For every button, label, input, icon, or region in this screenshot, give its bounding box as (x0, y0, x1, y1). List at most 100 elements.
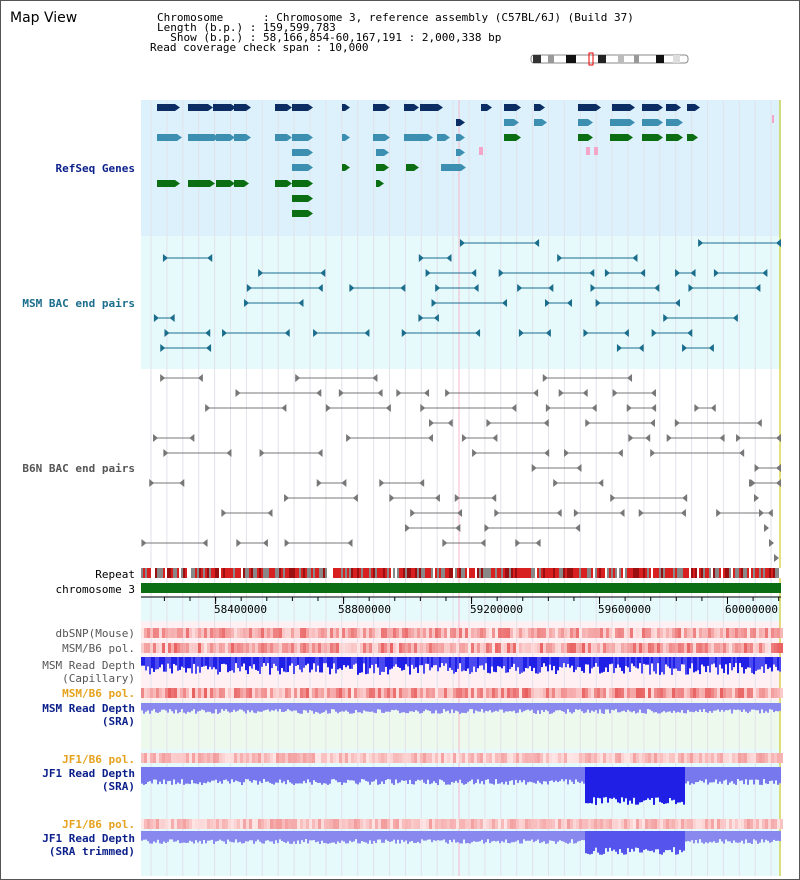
dbsnp-strip-cell (615, 628, 618, 638)
jf1-depth-trimmed-bar (211, 831, 213, 840)
repeat-segment (291, 568, 293, 578)
msm-pol-sra-cell (375, 688, 378, 698)
jf1-pol2-cell (495, 819, 498, 829)
msm-pol-sra-cell (513, 688, 516, 698)
dbsnp-strip-cell (603, 628, 606, 638)
repeat-segment (269, 568, 271, 578)
jf1-pol-cell (258, 753, 261, 763)
dbsnp-strip-cell (525, 628, 528, 638)
dbsnp-strip-cell (276, 628, 279, 638)
msm-pol-capillary-cell (513, 643, 516, 653)
msm-bac-pair-end (471, 269, 477, 277)
msm-pol-capillary-cell (147, 643, 150, 653)
b6n-bac-pair-end (680, 509, 686, 517)
refseq-gene (420, 104, 438, 111)
msm-pol-capillary-cell (462, 643, 465, 653)
b6n-bac-pair-end (454, 494, 460, 502)
msm-depth-capillary-bar (595, 657, 597, 664)
track-label-b6n-bac[interactable]: B6N BAC end pairs (22, 462, 135, 475)
msm-pol-capillary-cell (699, 643, 702, 653)
msm-depth-sra-bar (595, 703, 597, 711)
msm-bac-pair-end (207, 254, 213, 262)
dbsnp-strip-cell (621, 628, 624, 638)
msm-pol-sra-cell (366, 688, 369, 698)
jf1-depth-trimmed-bar (613, 831, 615, 850)
jf1-pol-cell (714, 753, 717, 763)
jf1-pol2-cell (612, 819, 615, 829)
gene-arrow (596, 104, 601, 111)
repeat-segment (743, 568, 745, 578)
msm-depth-sra-bar (659, 703, 661, 714)
jf1-depth-trimmed-bar (637, 831, 639, 849)
track-label-msm-bac[interactable]: MSM BAC end pairs (22, 297, 135, 310)
dbsnp-strip-cell (441, 628, 444, 638)
jf1-pol2-cell (468, 819, 471, 829)
msm-depth-sra-bar (235, 703, 237, 712)
jf1-depth-trimmed-bar (651, 831, 653, 851)
jf1-pol-cell (141, 753, 144, 763)
msm-depth-sra-bar (367, 703, 369, 712)
jf1-pol-cell (231, 753, 234, 763)
jf1-depth-trimmed-bar (681, 831, 683, 853)
msm-pol-capillary-cell (579, 643, 582, 653)
msm-pol-sra-cell (198, 688, 201, 698)
msm-pol-capillary-cell (405, 643, 408, 653)
gene-arrow (460, 119, 465, 126)
jf1-depth-trimmed-bar (389, 831, 391, 843)
jf1-depth-trimmed-bar (645, 831, 647, 850)
b6n-bac-pair-end (617, 449, 623, 457)
repeat-segment (701, 568, 703, 578)
jf1-depth-bar (663, 767, 665, 805)
msm-depth-capillary-bar (167, 657, 169, 664)
jf1-pol-cell (372, 753, 375, 763)
msm-pol-sra-cell (651, 688, 654, 698)
jf1-depth-bar (335, 767, 337, 781)
repeat-segment (343, 568, 345, 578)
msm-pol-capillary-cell (651, 643, 654, 653)
jf1-depth-trimmed-bar (777, 831, 779, 841)
jf1-depth-trimmed-bar (305, 831, 307, 840)
msm-depth-sra-bar (513, 703, 515, 711)
dbsnp-strip-cell (498, 628, 501, 638)
b6n-bac-pair-end (553, 479, 559, 487)
msm-pol-sra-cell (381, 688, 384, 698)
msm-depth-sra-bar (777, 703, 779, 712)
msm-bac-pair-end (433, 314, 439, 322)
jf1-pol-cell (315, 753, 318, 763)
repeat-segment (185, 568, 187, 578)
jf1-depth-bar (425, 767, 427, 784)
jf1-depth-trimmed-bar (431, 831, 433, 843)
msm-depth-capillary-bar (487, 657, 489, 673)
msm-depth-sra-bar (479, 703, 481, 712)
jf1-depth-bar (577, 767, 579, 782)
msm-pol-capillary-cell (759, 643, 762, 653)
msm-depth-sra-bar (269, 703, 271, 712)
jf1-pol2-cell (258, 819, 261, 829)
jf1-depth-bar (393, 767, 395, 785)
msm-pol-sra-cell (537, 688, 540, 698)
msm-pol-sra-cell (321, 688, 324, 698)
dbsnp-strip-cell (558, 628, 561, 638)
msm-bac-pair-end (654, 284, 660, 292)
jf1-pol2-cell (603, 819, 606, 829)
jf1-depth-trimmed-bar (267, 831, 269, 841)
msm-pol-capillary-cell (636, 643, 639, 653)
msm-depth-capillary-bar (449, 657, 451, 668)
jf1-pol2-cell (645, 819, 648, 829)
jf1-pol-cell (771, 753, 774, 763)
dbsnp-strip-cell (306, 628, 309, 638)
msm-depth-sra-bar (413, 703, 415, 712)
repeat-segment (561, 568, 563, 578)
repeat-segment (381, 568, 383, 578)
jf1-pol2-cell (228, 819, 231, 829)
jf1-pol2-cell (492, 819, 495, 829)
msm-depth-sra-bar (449, 703, 451, 714)
jf1-pol-cell (369, 753, 372, 763)
track-label-refseq-genes[interactable]: RefSeq Genes (55, 162, 135, 175)
jf1-pol2-cell (741, 819, 744, 829)
jf1-pol-cell (261, 753, 264, 763)
jf1-pol2-cell (414, 819, 417, 829)
jf1-depth-trimmed-bar (609, 831, 611, 848)
repeat-segment (741, 568, 743, 578)
